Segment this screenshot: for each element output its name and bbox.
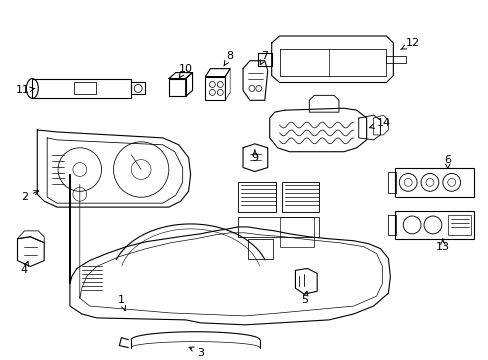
Text: 2: 2	[21, 191, 39, 202]
Bar	[394, 167, 473, 197]
Text: 9: 9	[251, 150, 258, 163]
Bar	[74, 82, 96, 94]
Bar	[32, 78, 131, 98]
Text: 7: 7	[260, 51, 268, 65]
Text: 12: 12	[400, 38, 419, 49]
Text: 3: 3	[189, 347, 203, 357]
Text: 8: 8	[224, 51, 233, 66]
Bar	[447, 215, 470, 235]
Text: 10: 10	[178, 64, 192, 78]
Bar	[387, 171, 395, 193]
Bar	[387, 215, 395, 235]
Text: 14: 14	[369, 118, 390, 129]
Text: 1: 1	[118, 295, 125, 311]
Bar	[281, 183, 319, 212]
Text: 5: 5	[300, 291, 307, 305]
Bar	[247, 239, 272, 258]
Text: 11: 11	[16, 85, 35, 95]
Bar	[238, 217, 319, 237]
Text: 13: 13	[435, 239, 449, 252]
Bar	[279, 217, 314, 247]
Text: 6: 6	[444, 155, 450, 168]
Bar	[238, 183, 275, 212]
Bar	[131, 82, 145, 94]
Bar	[394, 211, 473, 239]
Bar	[205, 77, 225, 100]
Text: 4: 4	[21, 261, 28, 275]
